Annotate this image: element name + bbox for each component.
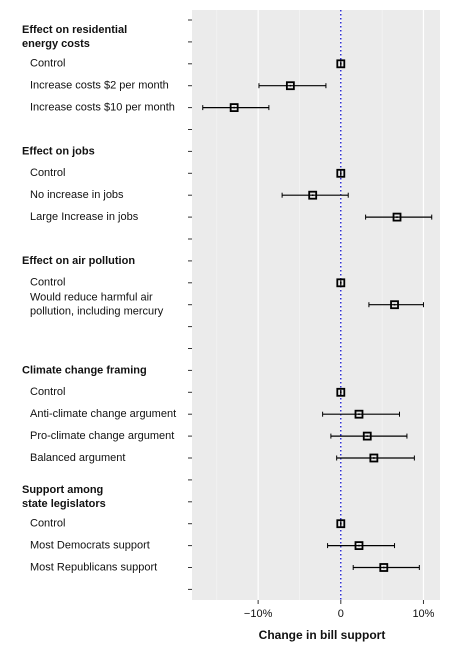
x-axis-label: Change in bill support [259,628,386,642]
y-tick-label: Increase costs $10 per month [30,102,175,114]
point [369,453,379,463]
x-tick-label: 0 [338,608,344,620]
x-tick-label: −10% [244,608,273,620]
point [362,431,372,441]
y-tick-label: Balanced argument [30,452,125,464]
y-tick-label: Control [30,58,65,70]
y-tick-label: Control [30,518,65,530]
y-tick-label: Most Democrats support [30,540,150,552]
y-tick-label: Anti-climate change argument [30,408,176,420]
point-center [382,566,385,569]
group-header: Effect on jobs [22,145,95,157]
point-center [340,172,342,175]
point [336,168,346,178]
point [354,541,364,550]
point-center [289,84,292,87]
group-header: Effect on air pollution [22,255,135,267]
point-center [393,303,396,306]
point [390,300,399,310]
y-tick-label: No increase in jobs [30,189,124,201]
point [336,387,346,397]
point [379,563,389,572]
point [229,103,239,112]
point-center [358,413,360,415]
y-tick-label: Control [30,277,65,289]
point-center [358,544,360,547]
point-center [340,391,342,394]
y-tick-label: Control [30,386,65,398]
point [308,190,318,200]
point-center [396,216,398,218]
point [354,409,364,419]
point-center [340,522,342,525]
y-tick-label: Pro-climate change argument [30,430,174,442]
y-tick-label: Would reduce harmful air pollution, inclu… [30,292,164,318]
x-tick-label: 10% [412,608,434,620]
point [336,278,346,288]
point-center [340,282,342,284]
point-center [366,435,369,437]
group-header: Effect on residential energy costs [22,24,127,50]
point [392,212,402,222]
group-header: Support among state legislators [22,484,106,510]
point-center [340,63,342,65]
point-center [373,457,375,459]
y-tick-label: Increase costs $2 per month [30,80,169,92]
point [285,81,295,91]
y-tick-label: Most Republicans support [30,561,157,573]
point-center [233,106,235,109]
point [336,519,346,529]
point-center [311,194,314,196]
point [336,59,346,69]
group-header: Climate change framing [22,364,147,376]
y-tick-label: Large Increase in jobs [30,211,139,223]
y-tick-label: Control [30,167,65,179]
